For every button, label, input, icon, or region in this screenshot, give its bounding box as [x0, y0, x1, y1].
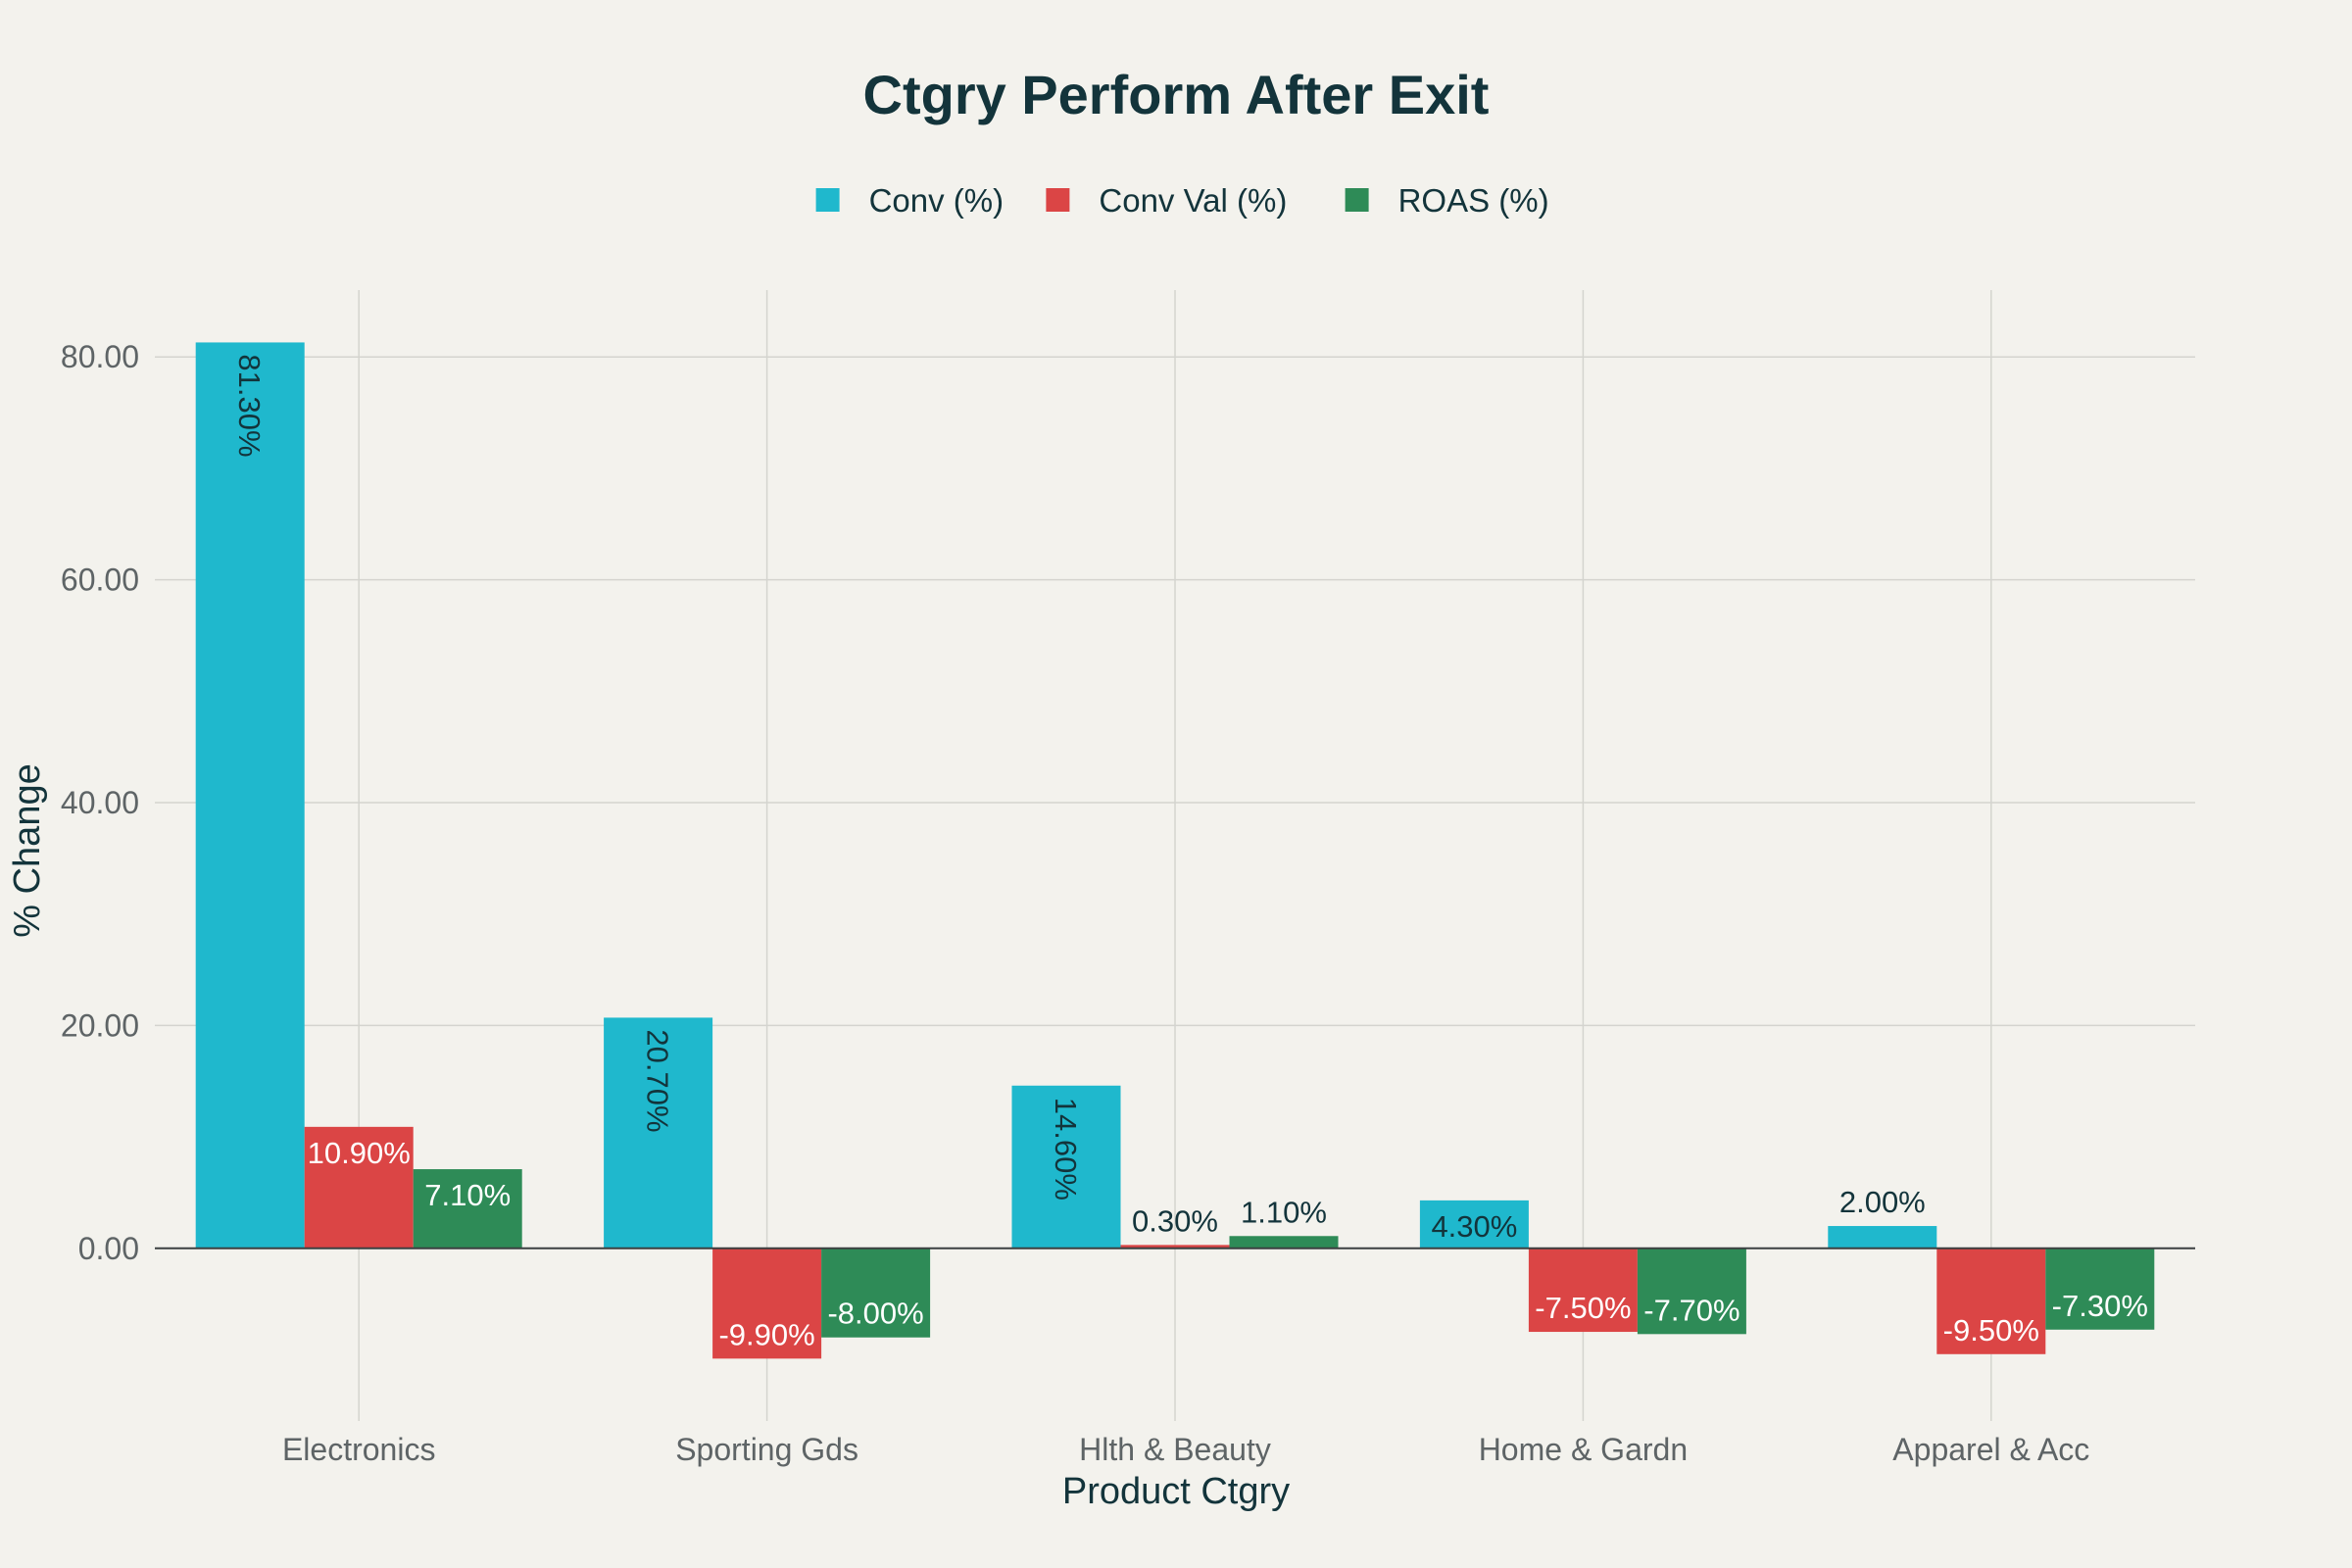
data-label: 1.10% — [1241, 1195, 1327, 1229]
data-label: -9.90% — [718, 1317, 814, 1351]
y-tick-label: 0.00 — [78, 1231, 139, 1266]
legend-swatch — [815, 188, 840, 212]
y-axis-ticks: 0.00 20.00 40.00 60.00 80.00 — [61, 339, 139, 1266]
data-label: -8.00% — [827, 1297, 923, 1331]
legend: Conv (%) Conv Val (%) ROAS (%) — [815, 182, 1549, 219]
y-tick-label: 20.00 — [61, 1007, 139, 1043]
bar — [413, 1169, 522, 1249]
data-label: 4.30% — [1431, 1209, 1517, 1244]
data-label: 2.00% — [1839, 1185, 1926, 1219]
data-label: 0.30% — [1132, 1203, 1218, 1238]
legend-label: ROAS (%) — [1398, 182, 1549, 219]
data-label: -7.50% — [1535, 1291, 1631, 1325]
data-label: 10.90% — [308, 1136, 411, 1170]
bar — [1828, 1226, 1937, 1249]
data-label: 81.30% — [232, 354, 267, 457]
bar — [604, 1017, 713, 1249]
y-tick-label: 80.00 — [61, 339, 139, 374]
x-tick-label: Home & Gardn — [1479, 1432, 1688, 1467]
x-tick-label: Hlth & Beauty — [1079, 1432, 1271, 1467]
bars — [195, 342, 2155, 1359]
data-label: -7.70% — [1643, 1293, 1740, 1327]
data-label: -9.50% — [1943, 1313, 2039, 1348]
y-axis-title: % Change — [7, 763, 48, 937]
x-tick-label: Sporting Gds — [675, 1432, 858, 1467]
bar — [304, 1126, 414, 1249]
data-label: 7.10% — [424, 1178, 511, 1212]
bar — [821, 1248, 931, 1338]
x-tick-label: Apparel & Acc — [1892, 1432, 2089, 1467]
gridlines — [155, 290, 2195, 1421]
bar — [1419, 1200, 1529, 1249]
bar — [1637, 1248, 1746, 1335]
legend-swatch — [1345, 188, 1369, 212]
bar — [2045, 1248, 2155, 1330]
data-label: -7.30% — [2052, 1289, 2148, 1323]
bar — [195, 342, 305, 1249]
bar — [1528, 1248, 1638, 1333]
x-axis-title: Product Ctgry — [1062, 1471, 1290, 1512]
data-labels: 81.30% 10.90% 7.10% 20.70% -9.90% -8.00% 14.60… — [232, 354, 2148, 1351]
x-axis-ticks: Electronics Sporting Gds Hlth & Beauty Home… — [282, 1432, 2089, 1467]
y-tick-label: 40.00 — [61, 785, 139, 820]
legend-label: Conv Val (%) — [1099, 182, 1287, 219]
data-label: 14.60% — [1049, 1098, 1083, 1200]
bar — [1011, 1085, 1121, 1249]
x-tick-label: Electronics — [282, 1432, 436, 1467]
bar — [1120, 1245, 1230, 1249]
data-label: 20.70% — [641, 1029, 675, 1132]
chart-title: Ctgry Perform After Exit — [863, 64, 1490, 125]
bar — [712, 1248, 822, 1359]
y-tick-label: 60.00 — [61, 563, 139, 598]
legend-label: Conv (%) — [869, 182, 1004, 219]
legend-swatch — [1046, 188, 1070, 212]
bar — [1229, 1236, 1339, 1249]
bar — [1936, 1248, 2046, 1354]
